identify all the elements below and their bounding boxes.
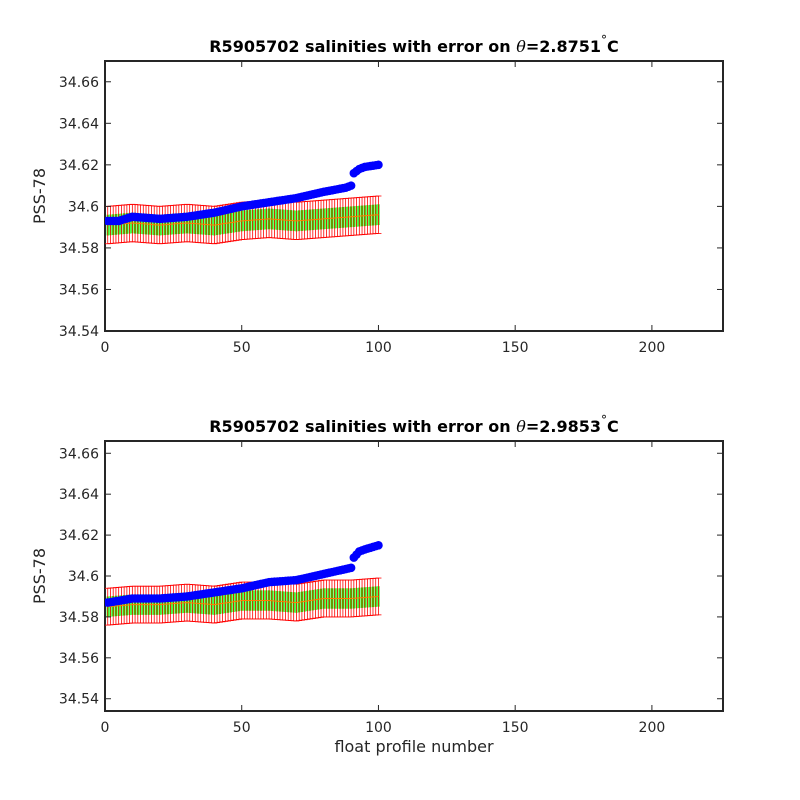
x-tick-label: 200 xyxy=(639,340,666,356)
mapped-salinity-line xyxy=(107,214,379,226)
x-tick-label: 0 xyxy=(101,720,110,736)
x-tick-label: 150 xyxy=(502,340,529,356)
x-tick-label: 0 xyxy=(101,340,110,356)
subplot-top: 0 50 100 150 200 34.54 34.56 34.58 34.6 34.62 34.6… xyxy=(30,33,724,356)
x-tick-label: 200 xyxy=(639,720,666,736)
axes-frame xyxy=(104,60,724,332)
calibrated-salinity-point xyxy=(374,160,383,170)
y-tick-label: 34.6 xyxy=(68,569,99,585)
x-tick-label: 50 xyxy=(233,340,251,356)
y-tick-label: 34.54 xyxy=(59,692,99,708)
y-tick-label: 34.58 xyxy=(59,610,99,626)
y-tick-label: 34.56 xyxy=(59,651,99,667)
y-tick-label: 34.64 xyxy=(59,116,99,132)
plot-area xyxy=(105,160,383,245)
x-tick-label: 100 xyxy=(365,340,392,356)
y-axis-label: PSS-78 xyxy=(30,548,49,604)
x-axis-label: float profile number xyxy=(334,737,494,756)
calibrated-salinity-point xyxy=(346,181,356,190)
calibrated-salinity-point xyxy=(346,563,356,573)
y-tick-label: 34.62 xyxy=(59,158,99,174)
chart-title: R5905702 salinities with error on θ=2.98… xyxy=(209,413,619,436)
y-tick-label: 34.6 xyxy=(68,199,99,215)
y-tick-label: 34.64 xyxy=(59,487,99,503)
y-tick-label: 34.62 xyxy=(59,528,99,544)
subplot-bottom: 0 50 100 150 200 34.54 34.56 34.58 34.6 34.62 34.6… xyxy=(30,413,724,756)
x-tick-label: 100 xyxy=(365,720,392,736)
y-tick-label: 34.66 xyxy=(59,446,99,462)
chart-title: R5905702 salinities with error on θ=2.87… xyxy=(209,33,619,56)
y-tick-label: 34.66 xyxy=(59,75,99,91)
x-tick-label: 50 xyxy=(233,720,251,736)
x-tick-label: 150 xyxy=(502,720,529,736)
y-tick-label: 34.56 xyxy=(59,282,99,298)
plot-area xyxy=(105,541,383,626)
calibrated-salinity-point xyxy=(374,541,383,550)
y-tick-label: 34.54 xyxy=(59,324,99,340)
axes-frame xyxy=(104,440,724,712)
y-tick-label: 34.58 xyxy=(59,241,99,257)
y-axis-label: PSS-78 xyxy=(30,168,49,224)
mapped-salinity-line xyxy=(107,596,379,608)
